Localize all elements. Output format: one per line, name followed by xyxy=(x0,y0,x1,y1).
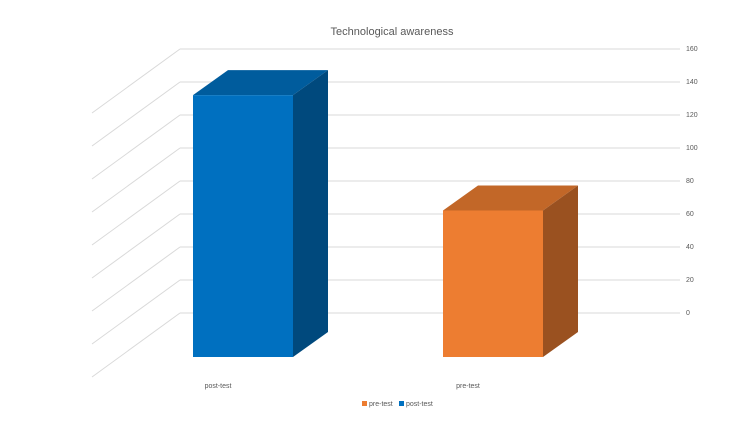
grid-line-side xyxy=(91,48,181,114)
grid-line-side xyxy=(91,147,181,213)
grid-line-side xyxy=(91,180,181,246)
grid-line-side xyxy=(91,312,181,378)
y-tick-label: 80 xyxy=(686,178,694,185)
legend-swatch xyxy=(362,401,367,406)
legend-swatch xyxy=(399,401,404,406)
y-tick-label: 160 xyxy=(686,46,698,53)
bar-side xyxy=(293,70,328,357)
y-tick-label: 0 xyxy=(686,310,690,317)
y-tick-label: 100 xyxy=(686,145,698,152)
bar-side xyxy=(543,185,578,357)
legend-label: pre-test xyxy=(369,401,393,408)
x-tick-label: post-test xyxy=(205,383,232,390)
bar xyxy=(193,95,293,357)
bar-top xyxy=(193,70,328,96)
grid-line-side xyxy=(91,114,181,180)
x-tick-label: pre-test xyxy=(456,383,480,390)
y-tick-label: 40 xyxy=(686,244,694,251)
chart-title: Technological awareness xyxy=(331,26,454,38)
grid-line-side xyxy=(91,246,181,312)
grid-line-side xyxy=(91,279,181,345)
grid-line-side xyxy=(91,213,181,279)
y-tick-label: 60 xyxy=(686,211,694,218)
y-tick-label: 20 xyxy=(686,277,694,284)
y-tick-label: 120 xyxy=(686,112,698,119)
bar xyxy=(443,210,543,357)
bar-top xyxy=(443,185,578,211)
y-tick-label: 140 xyxy=(686,79,698,86)
grid-line-side xyxy=(91,81,181,147)
legend-label: post-test xyxy=(406,401,433,408)
